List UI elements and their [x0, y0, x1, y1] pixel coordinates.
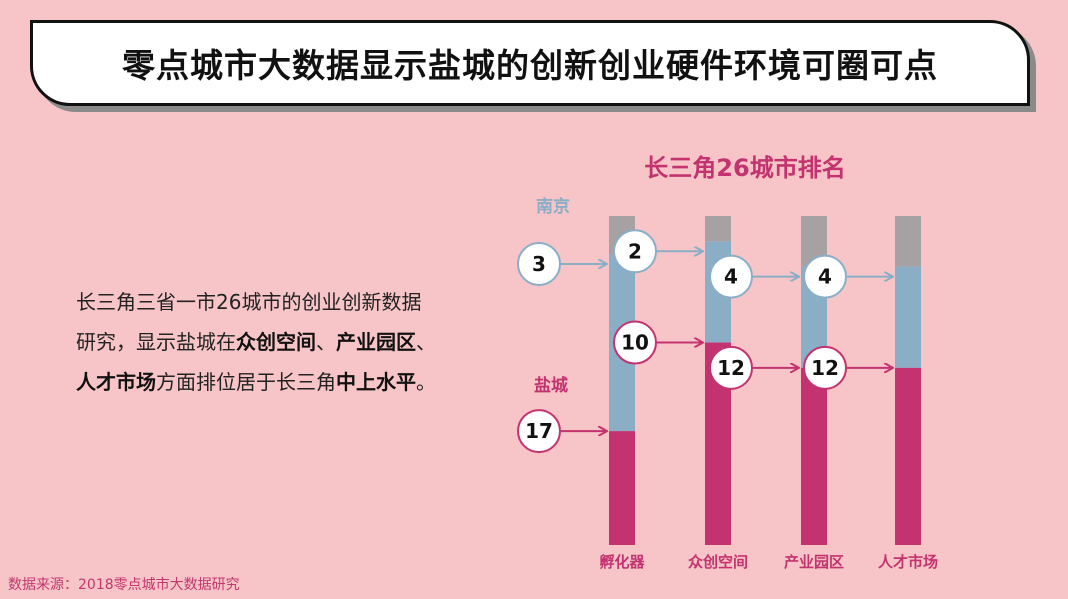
yancheng-rank-2-circle — [709, 345, 753, 390]
nanjing-rank-0-value: 3 — [532, 252, 546, 276]
nanjing-rank-1-value: 2 — [628, 239, 642, 263]
bar-yancheng-3 — [895, 367, 921, 545]
nanjing-rank-3-circle — [803, 254, 847, 299]
desc-part-4: 方面排位居于长三角 — [156, 370, 336, 394]
desc-bold-2: 产业园区 — [336, 330, 416, 354]
category-label-0: 孵化器 — [599, 553, 645, 571]
yancheng-rank-0-value: 17 — [525, 419, 553, 443]
bar-yancheng-2 — [801, 367, 827, 545]
desc-bold-1: 众创空间 — [236, 330, 316, 354]
nanjing-rank-1-circle — [613, 229, 657, 274]
bar-rest-1 — [705, 216, 731, 242]
desc-bold-4: 中上水平 — [336, 370, 416, 394]
yancheng-rank-3-value: 12 — [811, 356, 839, 380]
desc-part-3: 、 — [416, 330, 436, 354]
category-label-3: 人才市场 — [878, 553, 938, 571]
desc-part-5: 。 — [416, 370, 436, 394]
yancheng-rank-1-circle — [613, 320, 657, 365]
yancheng-rank-1-value: 10 — [621, 331, 649, 355]
desc-bold-3: 人才市场 — [76, 370, 156, 394]
nanjing-rank-0-circle — [517, 241, 561, 286]
nanjing-rank-2-circle — [709, 254, 753, 299]
desc-part-2: 、 — [316, 330, 336, 354]
legend-yancheng: 盐城 — [534, 375, 568, 396]
category-label-2: 产业园区 — [784, 553, 844, 571]
yancheng-rank-2-value: 12 — [717, 356, 745, 380]
bar-yancheng-0 — [609, 431, 635, 545]
bar-nanjing-3 — [895, 266, 921, 368]
data-source: 数据来源：2018零点城市大数据研究 — [8, 577, 240, 593]
page-title: 零点城市大数据显示盐城的创新创业硬件环境可圈可点 — [122, 46, 938, 85]
legend-nanjing: 南京 — [536, 196, 570, 217]
bar-rest-3 — [895, 216, 921, 267]
description-text: 长三角三省一市26城市的创业创新数据研究，显示盐城在众创空间、产业园区、人才市场… — [76, 282, 436, 402]
category-label-1: 众创空间 — [688, 553, 748, 571]
yancheng-rank-3-circle — [803, 345, 847, 390]
nanjing-rank-2-value: 4 — [724, 265, 738, 289]
nanjing-rank-3-value: 4 — [818, 265, 832, 289]
desc-part-1: 长三角三省一市26城市的创业创新数据研究，显示盐城在 — [76, 290, 422, 354]
title-box: 零点城市大数据显示盐城的创新创业硬件环境可圈可点 — [30, 20, 1030, 106]
yancheng-rank-0-circle — [517, 409, 561, 454]
chart-title: 长三角26城市排名 — [644, 154, 845, 182]
